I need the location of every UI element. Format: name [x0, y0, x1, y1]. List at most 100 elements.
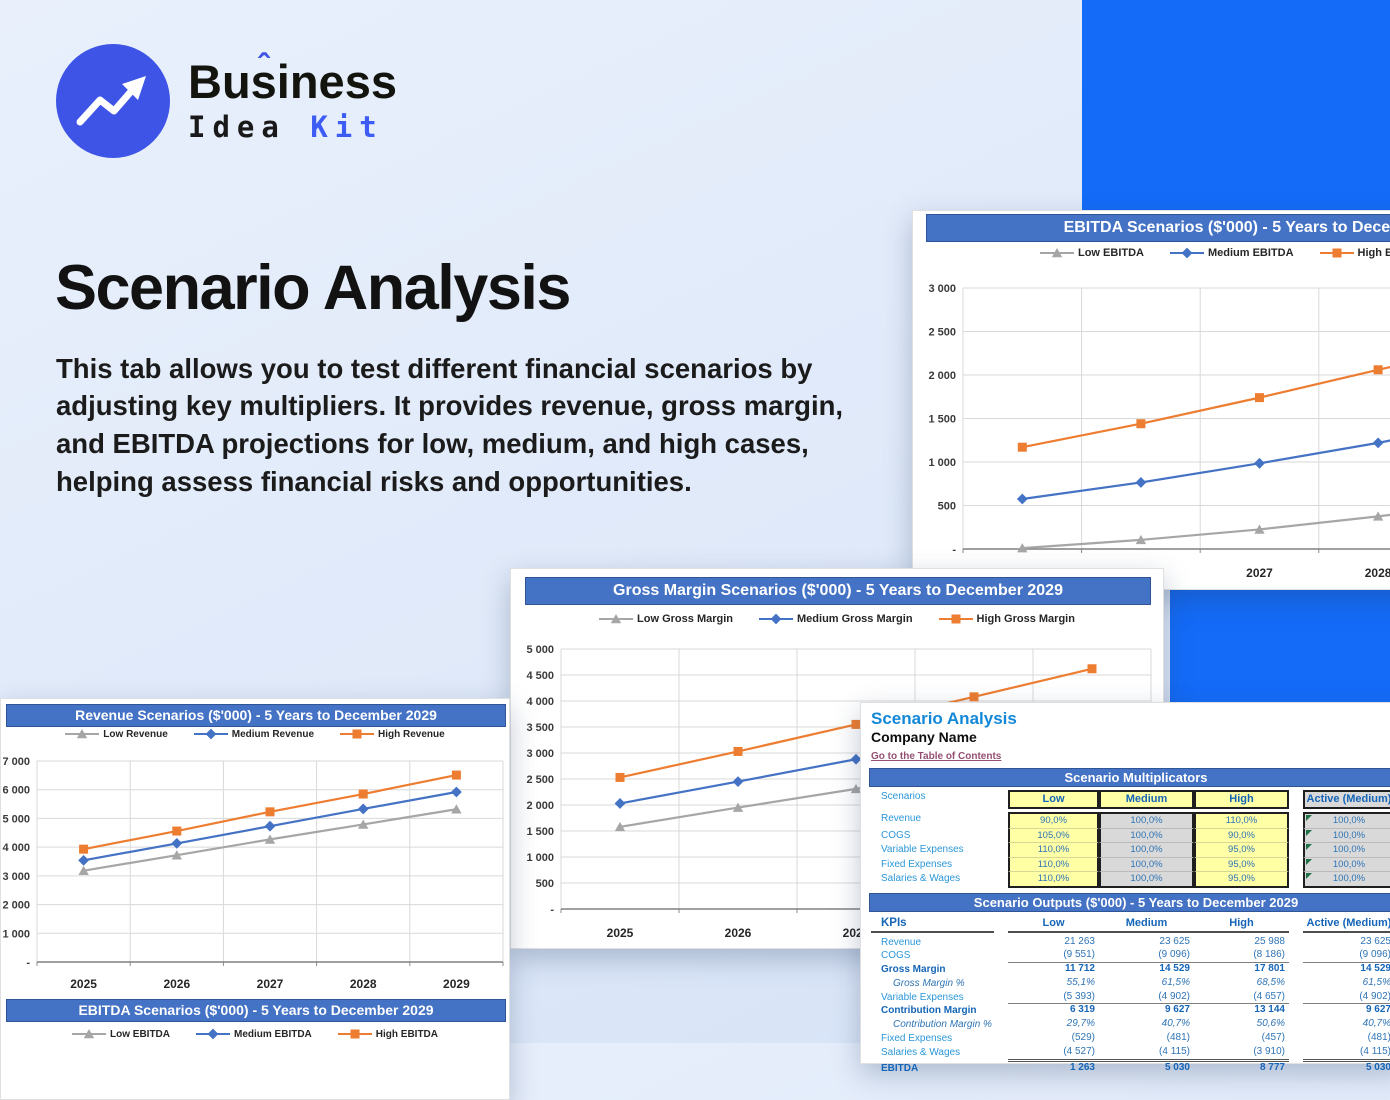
output-column-header: Low [1008, 916, 1099, 933]
multiplicators-header-bar: Scenario Multiplicators [869, 768, 1390, 787]
revenue-chart-panel: - 1 000 2 000 3 000 4 000 5 000 6 000 7 000 2025… [0, 698, 510, 1100]
kpi-value-cell: 25 988 [1254, 935, 1285, 947]
outputs-column-header-row: KPIs Low Medium High Active (Medium) [871, 916, 1390, 933]
kpi-active-value-cell: (9 096) [1303, 949, 1390, 964]
series-high-gross-margin [615, 664, 1097, 782]
active-multiplier-cell: 100,0% [1303, 812, 1390, 829]
multiplier-cell: 100,0% [1099, 872, 1194, 888]
svg-text:1 000: 1 000 [928, 457, 956, 469]
multiplier-cell: 100,0% [1099, 843, 1194, 858]
multiplier-cell: 100,0% [1099, 828, 1194, 843]
legend-label: High EBITDA [1357, 247, 1390, 259]
svg-text:-: - [26, 957, 30, 969]
diamond-marker-icon [196, 1028, 230, 1040]
svg-text:1 500: 1 500 [526, 826, 554, 838]
kpi-row-label: Salaries & Wages [881, 1046, 961, 1058]
active-column-header: Active (Medium) [1303, 790, 1390, 809]
kpis-header: KPIs [871, 916, 994, 933]
table-of-contents-link[interactable]: Go to the Table of Contents [871, 751, 1002, 762]
kpi-value-cell: 5 030 [1164, 1061, 1190, 1073]
legend-label: High EBITDA [375, 1028, 438, 1040]
kpi-active-value-cell: 9 627 [1365, 1004, 1390, 1016]
kpi-value-cell: (8 186) [1194, 949, 1289, 964]
svg-text:2 000: 2 000 [928, 370, 956, 382]
svg-text:6 000: 6 000 [2, 785, 30, 797]
revenue-chart-title: Revenue Scenarios ($'000) - 5 Years to D… [6, 704, 506, 727]
kpi-value-cell: (9 551) [1008, 949, 1099, 964]
legend-label: Low EBITDA [1077, 247, 1144, 259]
multiplier-cell[interactable]: 90,0% [1008, 812, 1099, 829]
svg-text:2027: 2027 [1246, 566, 1273, 580]
kpi-value-cell: (4 902) [1099, 991, 1194, 1005]
kpi-active-value-cell: 40,7% [1362, 1018, 1390, 1030]
svg-text:4 500: 4 500 [526, 670, 554, 682]
svg-text:5 000: 5 000 [2, 813, 30, 825]
svg-text:2 000: 2 000 [526, 800, 554, 812]
legend-item: High EBITDA [337, 1028, 438, 1040]
svg-text:2025: 2025 [70, 977, 97, 991]
square-marker-icon [1319, 248, 1354, 258]
kpi-row-label: Variable Expenses [881, 991, 964, 1003]
active-multiplier-cell: 100,0% [1303, 872, 1390, 888]
accent-rectangle-right [1170, 588, 1390, 703]
triangle-marker-icon [72, 1029, 106, 1039]
multiplier-cell[interactable]: 110,0% [1008, 872, 1099, 888]
row-label: COGS [881, 829, 911, 841]
svg-text:2028: 2028 [1365, 566, 1390, 580]
brand-text: Business ˆ Idea Kit [188, 48, 397, 144]
gross_margin-legend: Low Gross Margin Medium Gross Margin High … [511, 613, 1163, 625]
multiplier-cell[interactable]: 110,0% [1008, 843, 1099, 858]
legend-label: Low EBITDA [110, 1028, 170, 1040]
active-multiplier-cell: 100,0% [1303, 857, 1390, 872]
row-label: Variable Expenses [881, 844, 964, 855]
green-corner-icon [1306, 858, 1312, 865]
svg-text:2029: 2029 [443, 977, 470, 991]
multiplier-cell[interactable]: 95,0% [1194, 843, 1289, 858]
multiplier-cell[interactable]: 110,0% [1194, 812, 1289, 829]
kpi-active-value-cell: (481) [1367, 1032, 1390, 1044]
scenario-column-header: High [1194, 790, 1289, 809]
ebitda_bottom-legend: Low EBITDA Medium EBITDA High EBITDA [1, 1028, 509, 1040]
kpi-value-cell: 8 777 [1259, 1061, 1285, 1073]
kpi-value-cell: (481) [1166, 1032, 1190, 1044]
svg-text:3 000: 3 000 [526, 748, 554, 760]
square-marker-icon [938, 614, 973, 624]
legend-label: Medium EBITDA [1207, 247, 1294, 259]
outputs-table: KPIs Low Medium High Active (Medium) Revenue 2… [871, 916, 1390, 1076]
green-corner-icon [1306, 815, 1312, 821]
series-low-revenue [78, 804, 462, 875]
legend-label: High Revenue [378, 728, 445, 740]
kpi-value-cell: (3 910) [1194, 1046, 1289, 1062]
kpi-row-label: Revenue [881, 936, 922, 948]
accent-rectangle-top [1082, 0, 1390, 215]
legend-label: Medium Gross Margin [797, 613, 913, 625]
ebitda-chart-title: EBITDA Scenarios ($'000) - 5 Years to De… [926, 214, 1390, 242]
kpi-value-cell: 40,7% [1161, 1018, 1190, 1030]
output-column-header: Active (Medium) [1303, 916, 1390, 933]
spreadsheet-panel: Scenario Analysis Company Name Go to the… [860, 702, 1390, 1074]
diamond-marker-icon [759, 613, 794, 625]
multiplier-cell[interactable]: 105,0% [1008, 828, 1099, 843]
multiplier-cell[interactable]: 110,0% [1008, 857, 1099, 872]
multiplier-cell[interactable]: 95,0% [1194, 857, 1289, 872]
legend-item: Low EBITDA [72, 1028, 170, 1040]
kpi-value-cell: (4 527) [1008, 1046, 1099, 1062]
kpi-row-label: Fixed Expenses [881, 1033, 953, 1045]
kpi-value-cell: 23 625 [1159, 935, 1190, 947]
svg-text:3 000: 3 000 [2, 871, 30, 883]
kpi-value-cell: 17 801 [1254, 963, 1285, 975]
multiplier-cell[interactable]: 95,0% [1194, 872, 1289, 888]
legend-item: High Revenue [340, 728, 445, 740]
green-corner-icon [1306, 873, 1312, 879]
outputs-value-rows: Revenue 21 263 23 625 25 988 23 625 COGS (9 55… [871, 936, 1390, 1076]
svg-text:3 500: 3 500 [526, 722, 554, 734]
kpi-value-cell: 1 263 [1069, 1061, 1095, 1073]
kpi-value-cell: (5 393) [1008, 991, 1099, 1005]
series-high-ebitda [1017, 365, 1390, 452]
svg-text:2026: 2026 [725, 926, 752, 940]
legend-item: High EBITDA [1319, 247, 1390, 259]
legend-item: Low Gross Margin [599, 613, 733, 625]
multiplier-cell[interactable]: 90,0% [1194, 828, 1289, 843]
svg-text:-: - [952, 544, 956, 556]
kpi-row-label: Contribution Margin [881, 1005, 977, 1017]
